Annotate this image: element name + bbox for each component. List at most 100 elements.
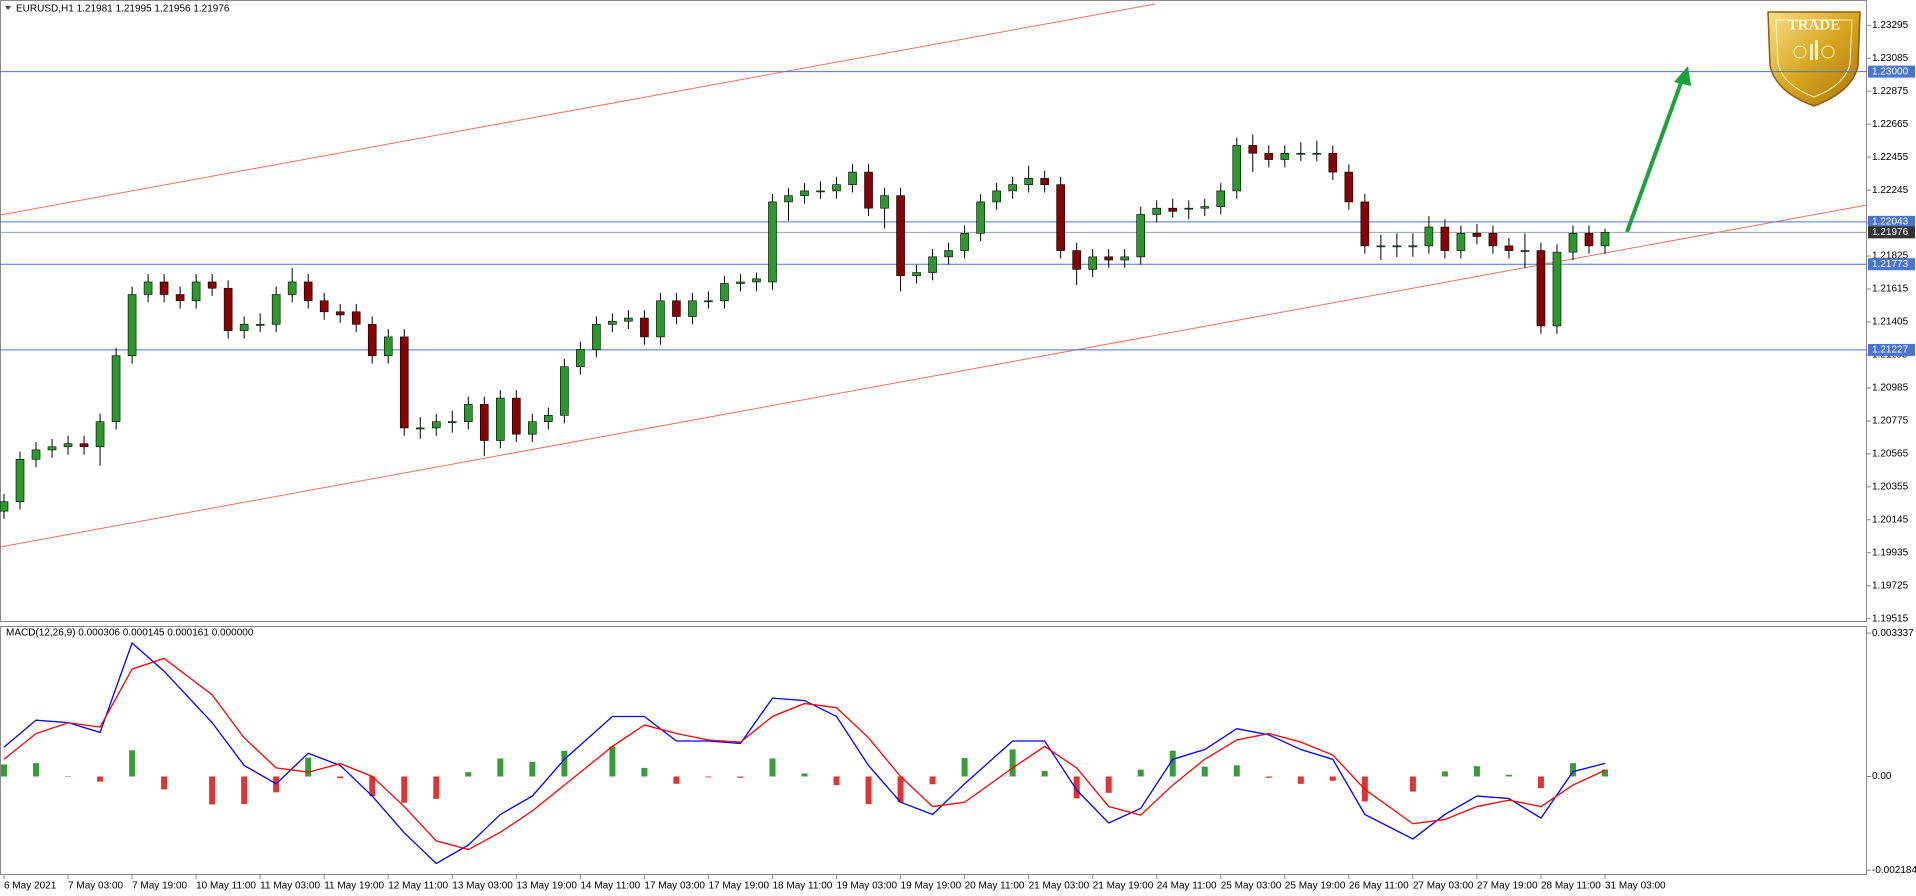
candle-body	[704, 300, 713, 303]
histogram-bar	[1537, 776, 1544, 789]
candle-body	[1280, 152, 1290, 160]
candle-body	[463, 404, 473, 422]
histogram-bar	[241, 776, 248, 804]
histogram-bar	[497, 758, 504, 777]
price-pane	[0, 0, 1867, 622]
histogram-bar	[1505, 774, 1512, 777]
chart-title: EURUSD,H1 1.21981 1.21995 1.21956 1.2197…	[16, 4, 230, 15]
x-tick-label: 13 May 03:00	[452, 881, 513, 892]
x-tick-label: 21 May 19:00	[1093, 881, 1154, 892]
candle-body	[672, 300, 681, 317]
x-tick-label: 28 May 11:00	[1541, 881, 1601, 892]
level-box	[1868, 65, 1915, 78]
candle-body	[0, 501, 9, 512]
y-tick-label: 1.22875	[1872, 86, 1909, 97]
x-tick-label: 24 May 11:00	[1157, 881, 1217, 892]
histogram-bar	[33, 763, 40, 777]
candle-body	[1104, 256, 1113, 261]
candle-body	[1600, 232, 1610, 247]
candle-body	[880, 195, 889, 209]
candle-body	[1296, 152, 1306, 155]
x-tick-label: 19 May 19:00	[901, 881, 962, 892]
candle-body	[271, 294, 281, 325]
x-tick-label: 17 May 03:00	[644, 881, 705, 892]
candle-body	[431, 421, 441, 429]
logo: TRADE	[1767, 11, 1861, 107]
level-box	[1868, 343, 1915, 356]
x-tick-label: 17 May 19:00	[708, 881, 769, 892]
histogram-bar	[337, 776, 344, 779]
signal-line	[3, 657, 1606, 851]
x-tick-label: 11 May 03:00	[260, 881, 320, 892]
candle-body	[1056, 184, 1065, 251]
candle-body	[496, 397, 505, 441]
level-label: 1.22043	[1872, 216, 1909, 227]
candle-body	[79, 443, 89, 448]
histogram-bar	[961, 758, 968, 777]
histogram-bar	[369, 776, 376, 797]
y-tick-label: 0.003337	[1872, 628, 1914, 639]
histogram-bar	[529, 761, 536, 777]
candle-body	[1552, 251, 1562, 327]
y-tick-label: 1.19515	[1872, 613, 1909, 624]
arrow	[1625, 66, 1691, 233]
candle-body	[1504, 245, 1514, 251]
candle-body	[544, 415, 553, 422]
histogram-bar	[1602, 769, 1608, 777]
level-label: 1.21773	[1872, 259, 1909, 270]
y-tick-label: 1.22665	[1872, 119, 1909, 130]
candle-body	[576, 349, 585, 368]
histogram-bar	[1233, 765, 1240, 777]
candle-body	[1568, 233, 1578, 253]
candle-body	[95, 421, 105, 448]
candle-body	[944, 250, 953, 258]
histogram-bar	[1201, 766, 1208, 777]
x-tick-label: 21 May 03:00	[1029, 881, 1090, 892]
histogram-bar	[1473, 766, 1480, 777]
candle-body	[143, 281, 153, 295]
candle-body	[207, 281, 217, 289]
candle-body	[47, 446, 57, 451]
histogram-bar	[161, 776, 168, 790]
histogram-bar	[929, 776, 936, 785]
candle-body	[608, 320, 617, 325]
x-tick-label: 12 May 11:00	[388, 881, 448, 892]
y-tick-label: 1.21405	[1872, 317, 1909, 328]
candle-body	[816, 190, 825, 193]
candle-body	[784, 195, 793, 203]
histogram-bar	[1329, 776, 1336, 781]
histogram-bar	[865, 776, 872, 804]
histogram-bar	[209, 776, 216, 805]
candle-body	[832, 184, 841, 192]
candle-body	[1216, 190, 1226, 207]
histogram-bar	[433, 776, 440, 799]
candle-body	[479, 404, 489, 441]
candle-body	[1024, 178, 1033, 185]
macd-line	[3, 641, 1606, 865]
candle-body	[1040, 178, 1049, 185]
candle-body	[1456, 233, 1466, 251]
candle-body	[1232, 145, 1242, 192]
candle-body	[528, 421, 537, 435]
y-tick-label: 1.21615	[1872, 284, 1909, 295]
candle-body	[1424, 226, 1434, 247]
x-tick-label: 27 May 03:00	[1413, 881, 1474, 892]
histogram-bar	[1073, 776, 1080, 799]
x-tick-label: 10 May 11:00	[196, 881, 256, 892]
macd-pane	[0, 626, 1867, 875]
candle-body	[287, 281, 297, 295]
candle-body	[399, 336, 409, 429]
y-tick-label: 1.19725	[1872, 580, 1909, 591]
menu-icon	[5, 6, 11, 10]
candle-body	[1152, 207, 1162, 215]
candle-body	[736, 281, 745, 284]
y-tick-label: 1.20775	[1872, 416, 1909, 427]
x-tick-label: 7 May 03:00	[68, 881, 123, 892]
candle-body	[1008, 184, 1017, 192]
histogram-bar	[769, 758, 776, 777]
histogram-bar	[305, 757, 312, 777]
candle-body	[512, 397, 521, 435]
candle-body	[127, 294, 137, 357]
x-tick-label: 19 May 03:00	[837, 881, 898, 892]
